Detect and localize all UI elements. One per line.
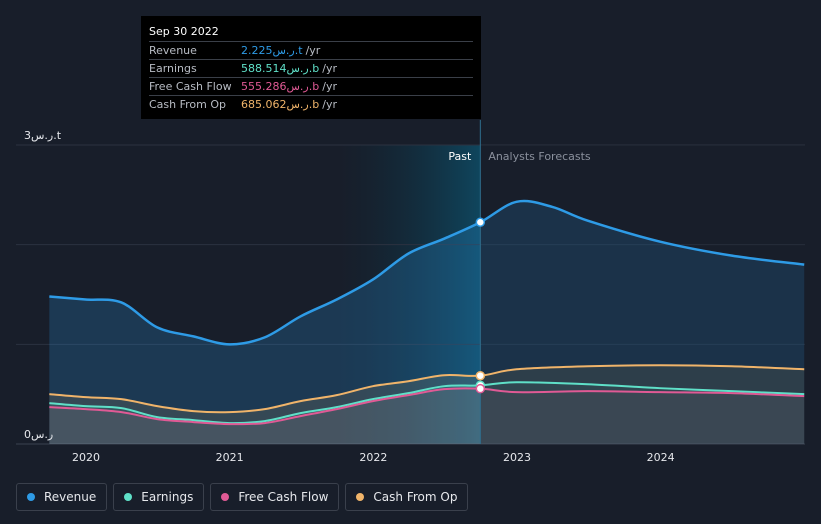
tooltip-value: 685.062ر.س.b	[241, 98, 320, 111]
past-label: Past	[448, 150, 472, 163]
x-tick-label: 2024	[647, 451, 675, 464]
legend-label: Revenue	[44, 490, 97, 504]
series-line-free-cash-flow	[49, 387, 805, 426]
tooltip-row-earnings: Earnings 588.514ر.س.b /yr	[149, 59, 473, 77]
x-tick-label: 2023	[503, 451, 531, 464]
series-line-revenue	[49, 199, 805, 346]
tooltip-label: Free Cash Flow	[149, 80, 232, 93]
tooltip-unit: /yr	[305, 44, 321, 57]
legend-item-cash-from-op[interactable]: Cash From Op	[345, 483, 469, 511]
legend-dot-icon	[221, 493, 230, 501]
legend: Revenue Earnings Free Cash Flow Cash Fro…	[16, 483, 469, 511]
tooltip: Sep 30 2022 Revenue 2.225ر.س.t /yr Earni…	[141, 16, 481, 119]
legend-item-free-cash-flow[interactable]: Free Cash Flow	[210, 483, 340, 511]
legend-label: Free Cash Flow	[238, 490, 329, 504]
tooltip-row-free-cash-flow: Free Cash Flow 555.286ر.س.b /yr	[149, 77, 473, 95]
y-tick-label: 3ر.س.t	[24, 129, 62, 142]
x-tick-label: 2022	[359, 451, 387, 464]
legend-label: Cash From Op	[373, 490, 458, 504]
point-marker-revenue	[475, 217, 486, 227]
forecast-overlay	[480, 145, 805, 444]
forecast-label: Analysts Forecasts	[488, 150, 591, 163]
series-line-cash-from-op	[49, 364, 805, 414]
series-area-free-cash-flow	[49, 388, 805, 444]
tooltip-label: Earnings	[149, 62, 197, 75]
x-tick-label: 2021	[216, 451, 244, 464]
tooltip-row-revenue: Revenue 2.225ر.س.t /yr	[149, 41, 473, 59]
x-tick-label: 2020	[72, 451, 100, 464]
tooltip-label: Cash From Op	[149, 98, 227, 111]
tooltip-value: 2.225ر.س.t	[241, 44, 303, 57]
tooltip-date: Sep 30 2022	[149, 25, 219, 38]
tooltip-label: Revenue	[149, 44, 197, 57]
legend-item-revenue[interactable]: Revenue	[16, 483, 108, 511]
point-marker-cash-from-op	[475, 370, 486, 381]
tooltip-unit: /yr	[322, 62, 337, 75]
tooltip-value: 588.514ر.س.b	[241, 62, 320, 75]
series-line-earnings	[49, 381, 805, 425]
tooltip-unit: /yr	[322, 80, 337, 93]
y-tick-label: 0ر.س	[24, 428, 53, 441]
legend-dot-icon	[124, 493, 133, 501]
legend-dot-icon	[27, 493, 35, 501]
tooltip-value: 555.286ر.س.b	[241, 80, 320, 93]
series-area-revenue	[49, 201, 805, 444]
legend-dot-icon	[356, 493, 365, 501]
tooltip-row-cash-from-op: Cash From Op 685.062ر.س.b /yr	[149, 95, 473, 113]
legend-item-earnings[interactable]: Earnings	[113, 483, 205, 511]
legend-label: Earnings	[141, 490, 194, 504]
point-marker-free-cash-flow	[475, 383, 486, 394]
tooltip-unit: /yr	[322, 98, 337, 111]
series-area-earnings	[49, 382, 805, 444]
